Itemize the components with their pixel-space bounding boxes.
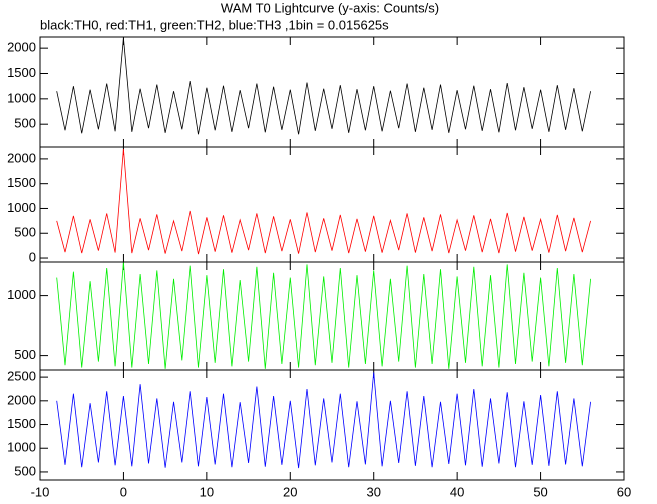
x-tick-label: -10 xyxy=(31,484,50,499)
x-tick-label: 60 xyxy=(617,484,631,499)
x-tick-label: 20 xyxy=(283,484,297,499)
chart-subtitle: black:TH0, red:TH1, green:TH2, blue:TH3 … xyxy=(40,17,389,32)
y-tick-label: 1500 xyxy=(7,416,36,431)
y-tick-label: 2000 xyxy=(7,40,36,55)
light-curve xyxy=(56,148,591,255)
y-tick-label: 2000 xyxy=(7,150,36,165)
y-tick-label: 500 xyxy=(14,347,36,362)
y-tick-label: 500 xyxy=(14,225,36,240)
y-tick-label: 1000 xyxy=(7,287,36,302)
y-tick-label: 2500 xyxy=(7,369,36,384)
y-tick-label: 1000 xyxy=(7,440,36,455)
light-curve xyxy=(56,37,591,135)
x-tick-label: 0 xyxy=(120,484,127,499)
y-tick-label: 2000 xyxy=(7,392,36,407)
x-tick-label: 30 xyxy=(366,484,380,499)
x-tick-label: 40 xyxy=(450,484,464,499)
y-tick-label: 500 xyxy=(14,116,36,131)
panel-frame xyxy=(39,36,625,148)
panel-frame xyxy=(39,369,625,481)
y-tick-label: 1000 xyxy=(7,200,36,215)
x-tick-label: 10 xyxy=(200,484,214,499)
y-tick-label: 500 xyxy=(14,463,36,478)
y-tick-label: 0 xyxy=(29,249,36,264)
x-tick-label: 50 xyxy=(533,484,547,499)
y-tick-label: 1500 xyxy=(7,65,36,80)
y-tick-label: 1000 xyxy=(7,90,36,105)
chart-title: WAM T0 Lightcurve (y-axis: Counts/s) xyxy=(221,0,439,15)
light-curve xyxy=(56,261,591,369)
y-tick-label: 1500 xyxy=(7,175,36,190)
light-curve xyxy=(56,372,591,469)
